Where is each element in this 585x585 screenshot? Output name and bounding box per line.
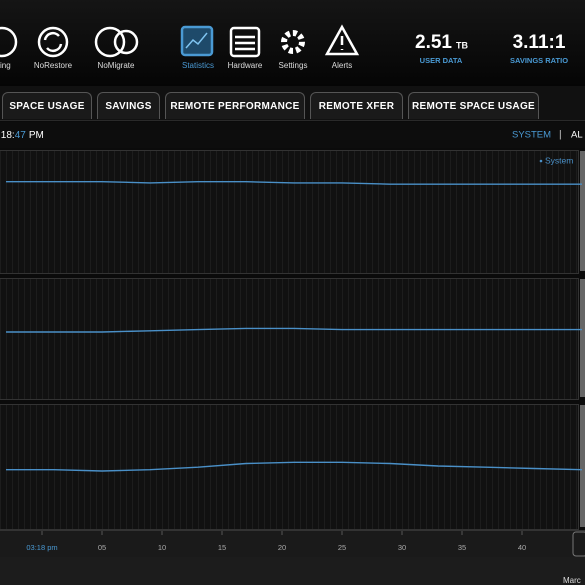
x-tick-label: 25 (338, 543, 346, 552)
view-option: SYSTEM (512, 130, 551, 141)
x-tick-label: 10 (158, 543, 166, 552)
icon (281, 30, 305, 54)
toolbar-label: NoMigrate (98, 61, 135, 70)
chart-panel (0, 150, 579, 274)
tab[interactable]: SAVINGS (97, 92, 160, 119)
footer-text: Marc (563, 576, 581, 585)
clock-part: :18: (0, 130, 15, 141)
icon (113, 29, 139, 55)
icon (185, 32, 208, 49)
scrollbar[interactable] (580, 151, 585, 271)
chart-panel (0, 404, 579, 530)
tab[interactable]: REMOTE SPACE USAGE (408, 92, 539, 119)
x-tick-label: 15 (218, 543, 226, 552)
icon (235, 35, 255, 51)
tab[interactable]: REMOTE PERFORMANCE (165, 92, 305, 119)
stat-label: SAVINGS RATIO (510, 56, 568, 65)
range-handle (572, 531, 585, 557)
view-option: AL (571, 130, 583, 141)
footer (0, 557, 585, 585)
toolbar-label: Hardware (228, 61, 263, 70)
icon (43, 31, 63, 53)
x-tick-label: 30 (398, 543, 406, 552)
x-tick-label: 40 (518, 543, 526, 552)
stat-value: 2.51 (415, 32, 452, 53)
stat-label: USER DATA (420, 56, 463, 65)
clock-part: 47 (15, 130, 27, 141)
icon (180, 25, 214, 57)
toolbar-label: Settings (279, 61, 308, 70)
scrollbar[interactable] (580, 405, 585, 527)
toolbar-icons (0, 24, 360, 58)
x-tick-label: 20 (278, 543, 286, 552)
time-row (0, 122, 585, 148)
toolbar-label: Alerts (332, 61, 352, 70)
toolbar (0, 0, 585, 86)
tab[interactable]: SPACE USAGE (2, 92, 92, 119)
series-line (6, 461, 583, 472)
scrollbar[interactable] (580, 279, 585, 397)
series-line (6, 181, 582, 185)
clock-part: PM (29, 130, 44, 141)
series-line (6, 327, 582, 333)
x-tick-label: 03:18 pm (26, 543, 57, 552)
x-tick-label: 05 (98, 543, 106, 552)
time-axis (0, 530, 585, 557)
icon (229, 26, 261, 58)
chart-panel (0, 278, 579, 400)
toolbar-label: Statistics (182, 61, 214, 70)
x-tick-label: 35 (458, 543, 466, 552)
icon (94, 26, 126, 58)
icon (37, 26, 69, 58)
toolbar-label: NoRestore (34, 61, 73, 70)
toolbar-label: ating (0, 61, 11, 70)
legend-label: System (545, 155, 573, 165)
legend-dot (539, 159, 543, 163)
icon (324, 24, 360, 56)
stat-value: 3.11:1 (513, 32, 566, 53)
icon (0, 26, 18, 58)
separator: | (559, 130, 562, 141)
tab[interactable]: REMOTE XFER (310, 92, 403, 119)
stat-unit: TB (456, 40, 468, 50)
